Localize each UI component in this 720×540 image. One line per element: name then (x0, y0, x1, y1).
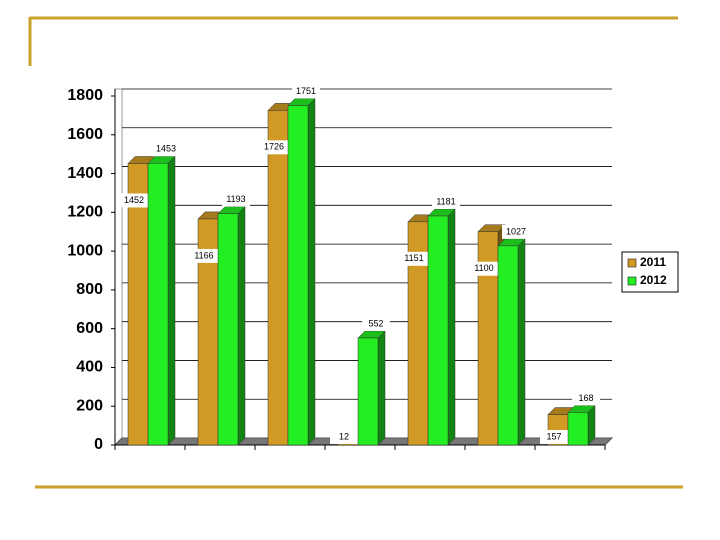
y-tick-label: 1800 (67, 87, 103, 104)
value-label: 1100 (474, 263, 493, 273)
value-label: 1027 (506, 226, 526, 236)
y-tick-label: 600 (76, 320, 103, 337)
legend-swatch (627, 258, 637, 268)
bar (147, 163, 169, 446)
legend-swatch (627, 276, 637, 286)
value-label: 1151 (404, 253, 423, 263)
value-label-box (292, 84, 320, 99)
y-tick-label: 1000 (67, 242, 103, 259)
legend-label: 2012 (640, 273, 667, 287)
value-label-box (470, 261, 498, 276)
bar-side (237, 206, 246, 446)
y-tick-label: 200 (76, 397, 103, 414)
legend-label: 2011 (640, 255, 666, 269)
value-label-box (362, 316, 390, 331)
value-label: 168 (578, 393, 593, 403)
value-label: 552 (368, 318, 383, 328)
bar-side (307, 97, 316, 446)
value-label-box (120, 193, 148, 208)
bar (567, 412, 589, 446)
y-tick-label: 1400 (67, 165, 103, 182)
chart: 0 200 400 600 800 1000 1200 1400 1600 1800 1452 116… (67, 84, 679, 453)
value-label-box (190, 248, 218, 263)
value-label-box (432, 195, 460, 210)
value-label-box (400, 251, 428, 266)
value-label: 1726 (264, 142, 284, 152)
bar (497, 245, 519, 446)
bar-side (447, 208, 456, 446)
bar (427, 215, 449, 446)
bar-side (377, 330, 386, 446)
y-tick-label: 1200 (67, 204, 103, 221)
value-label: 1751 (296, 86, 316, 96)
value-label-box (152, 142, 180, 157)
y-tick-label: 1600 (67, 126, 103, 143)
bar-side (517, 238, 526, 446)
bar (217, 213, 239, 446)
value-label-box (222, 192, 250, 207)
legend-box (621, 251, 679, 293)
value-label: 12 (339, 431, 349, 441)
bar (287, 105, 309, 446)
y-tick-label: 800 (76, 281, 103, 298)
value-label-box (540, 430, 568, 444)
y-tick-label: 400 (76, 359, 103, 376)
bar-side (167, 155, 176, 446)
legend: 2011 2012 (621, 251, 679, 293)
value-label: 157 (546, 431, 561, 441)
value-label-box (502, 224, 530, 239)
value-label: 1166 (194, 250, 213, 260)
plot-wall (114, 88, 123, 447)
value-label-box (260, 140, 288, 155)
value-label: 1181 (436, 196, 455, 206)
y-tick-label: 0 (94, 436, 103, 453)
value-label-box (330, 430, 358, 444)
value-label: 1453 (156, 144, 176, 154)
value-label-box (572, 391, 600, 406)
bar (267, 110, 289, 446)
bar (357, 337, 379, 446)
value-label: 1452 (124, 195, 144, 205)
value-label: 1193 (226, 194, 245, 204)
